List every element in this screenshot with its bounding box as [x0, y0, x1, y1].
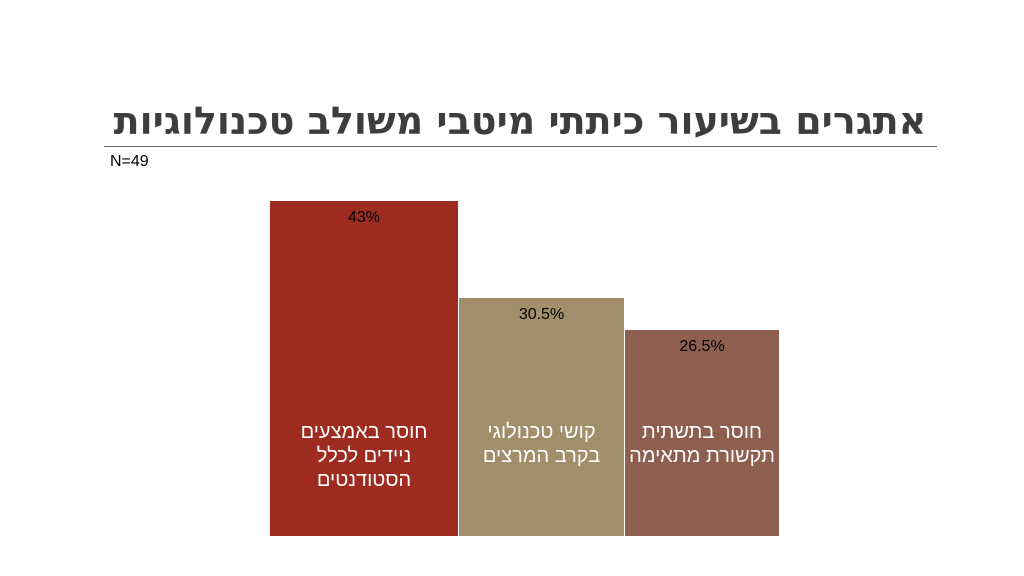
- bar-value-label: 30.5%: [518, 306, 565, 323]
- bar-3: 26.5% חוסר בתשתית תקשורת מתאימה: [625, 330, 779, 536]
- bar-category-label: חוסר בתשתית תקשורת מתאימה: [629, 421, 775, 467]
- bar-value-label: 43%: [347, 209, 381, 226]
- bar-category-label: קושי טכנולוגי בקרב המרצים: [482, 421, 601, 467]
- bar-value-label: 26.5%: [679, 338, 725, 355]
- title-divider: [104, 146, 937, 147]
- bar-1: 43% חוסר באמצעים ניידים לכלל הסטודנטים: [270, 201, 458, 536]
- sample-size-label: N=49: [110, 153, 149, 170]
- bar-category-label: חוסר באמצעים ניידים לכלל הסטודנטים: [300, 421, 428, 491]
- bar-2: 30.5% קושי טכנולוגי בקרב המרצים: [459, 298, 624, 536]
- chart-title: אתגרים בשיעור כיתתי מיטבי משולב טכנולוגי…: [113, 99, 927, 143]
